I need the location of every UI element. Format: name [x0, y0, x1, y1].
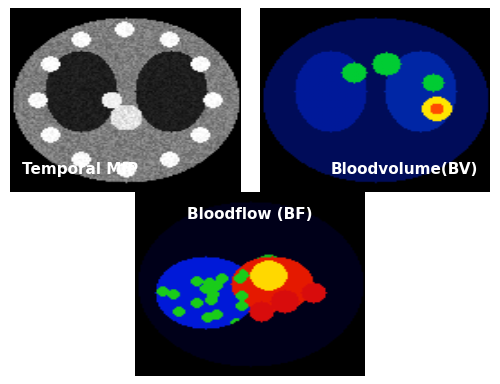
Text: Bloodflow (BF): Bloodflow (BF) [187, 207, 313, 222]
Text: Temporal MIP: Temporal MIP [22, 162, 138, 177]
Text: Bloodvolume(BV): Bloodvolume(BV) [331, 162, 478, 177]
